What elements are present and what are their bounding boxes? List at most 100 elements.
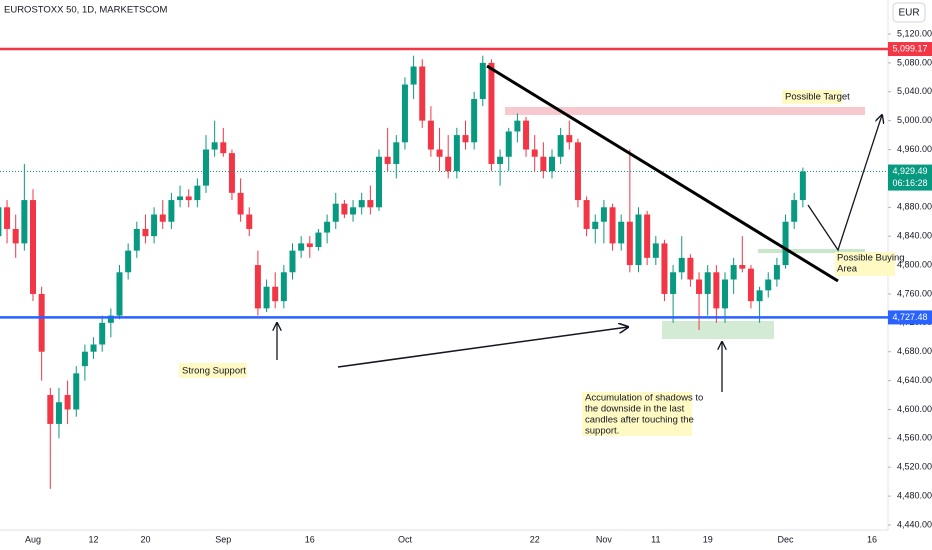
countdown: 06:16:28 <box>892 178 927 188</box>
y-tick-label: 4,640.00 <box>897 375 932 385</box>
candle-body <box>722 279 728 309</box>
candle-body <box>419 66 426 121</box>
x-tick-label: Sep <box>215 534 231 544</box>
candle-body <box>177 196 184 201</box>
candle-body <box>315 232 322 248</box>
candle-body <box>81 351 88 367</box>
target-note: Possible Target <box>785 92 850 103</box>
candle-body <box>21 200 28 244</box>
candle-body <box>324 221 331 233</box>
candle-body <box>350 207 357 215</box>
candle-body <box>661 243 668 294</box>
candle-body <box>635 214 642 266</box>
path-arrow <box>807 115 882 252</box>
candle-body <box>523 120 530 150</box>
candle-body <box>609 207 616 244</box>
candle-body <box>228 153 235 193</box>
accumulation-note: support. <box>585 426 619 437</box>
candle-body <box>125 250 132 273</box>
candle-body <box>644 214 651 258</box>
candle-body <box>747 268 754 302</box>
y-tick-label: 4,680.00 <box>897 346 932 356</box>
target-zone <box>505 107 865 115</box>
y-tick-label: 4,520.00 <box>897 462 932 472</box>
candle-body <box>38 293 45 352</box>
candle-body <box>194 185 201 201</box>
accumulation-note: Accumulation of shadows to <box>585 393 703 404</box>
candle-body <box>549 156 555 172</box>
candle-body <box>4 207 11 229</box>
x-tick-label: Dec <box>778 534 795 544</box>
candle-body <box>583 200 590 229</box>
candle-body <box>358 200 365 208</box>
candle-body <box>263 286 270 309</box>
candle-body <box>739 265 746 269</box>
y-tick-label: 5,120.00 <box>897 28 932 38</box>
candle-body <box>289 250 296 273</box>
candle-body <box>246 214 253 229</box>
y-tick-label: 4,480.00 <box>897 490 932 500</box>
trend-line <box>486 64 839 283</box>
candle-body <box>90 344 97 352</box>
candle-body <box>436 149 443 157</box>
candle-body <box>185 196 192 201</box>
y-tick-label: 4,800.00 <box>897 259 932 269</box>
candle-body <box>462 135 469 143</box>
candle-body <box>401 84 408 143</box>
candle-body <box>531 149 538 157</box>
candle-body <box>600 207 607 222</box>
candle-body <box>306 243 313 248</box>
x-tick-label: 20 <box>140 534 150 544</box>
y-tick-label: 5,080.00 <box>897 57 932 67</box>
price-tag-label: 4,727.48 <box>892 312 927 322</box>
y-tick-label: 4,440.00 <box>897 519 932 529</box>
candle-body <box>211 142 218 150</box>
candle-body <box>0 207 2 237</box>
candle-body <box>159 214 166 222</box>
candle-body <box>497 156 504 164</box>
candle-body <box>505 131 512 157</box>
note-bg <box>782 90 842 104</box>
candle-body <box>592 221 599 229</box>
candle-body <box>142 228 149 237</box>
candle-body <box>384 156 391 164</box>
drawings: Possible Target Possible Buying Area Str… <box>179 64 905 437</box>
candle-body <box>341 203 348 215</box>
candle-body <box>237 192 244 215</box>
candle-body <box>116 272 123 316</box>
candle-body <box>514 120 521 132</box>
price-tag-label: 4,929.49 <box>892 166 927 176</box>
price-tag-label: 5,099.17 <box>892 43 927 53</box>
note-bg <box>179 363 247 378</box>
candle-body <box>376 156 382 208</box>
candle-body <box>453 135 460 172</box>
candle-body <box>427 120 434 150</box>
candle-body <box>618 221 625 244</box>
y-tick-label: 4,840.00 <box>897 231 932 241</box>
accumulation-note: candles after touching the <box>585 415 694 426</box>
candle-body <box>298 243 305 251</box>
candle-body <box>280 272 287 302</box>
candle-body <box>756 290 763 302</box>
y-tick-label: 5,040.00 <box>897 86 932 96</box>
note-bg <box>582 392 692 436</box>
note-bg <box>835 252 895 276</box>
header-title: EUROSTOXX 50, 1D, MARKETSCOM <box>4 5 168 16</box>
candle-body <box>64 395 71 410</box>
candle-body <box>704 272 711 294</box>
buying-note: Area <box>837 264 858 275</box>
x-tick-label: 19 <box>703 534 713 544</box>
candle-body <box>479 62 486 99</box>
accumulation-note: the downside in the last <box>585 404 685 415</box>
candle-body <box>133 228 140 251</box>
y-tick-label: 4,560.00 <box>897 433 932 443</box>
candle-body <box>652 243 659 258</box>
candle-body <box>332 203 339 222</box>
currency-button[interactable] <box>892 2 926 23</box>
currency-label[interactable]: EUR <box>898 8 919 19</box>
x-tick-label: 12 <box>89 534 99 544</box>
buying-note: Possible Buying <box>837 253 905 264</box>
candle-body <box>47 395 54 424</box>
buying-zone <box>758 249 865 253</box>
x-tick-label: 22 <box>530 534 540 544</box>
